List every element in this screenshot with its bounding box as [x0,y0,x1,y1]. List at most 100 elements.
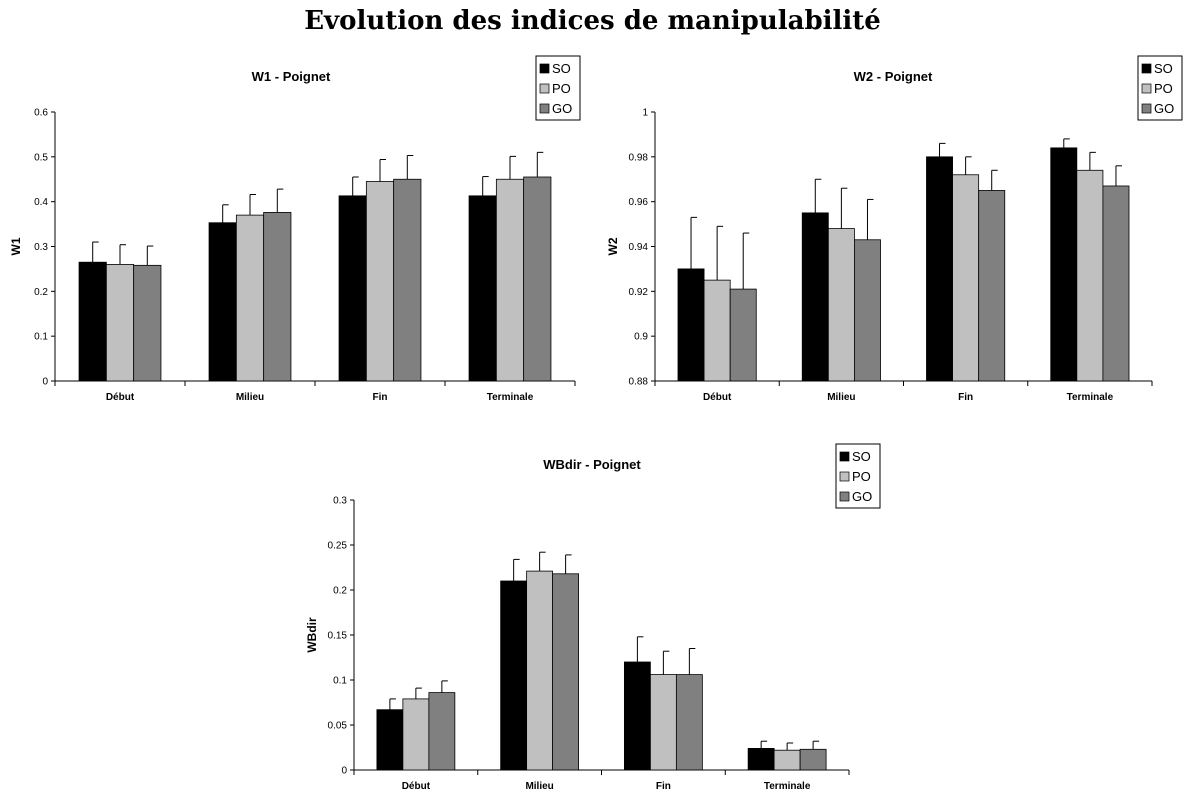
y-tick-label: 0.2 [333,586,347,597]
bar-SO-Terminale [1050,147,1078,382]
x-tick-label: Milieu [236,392,264,403]
legend: SO PO GO [535,55,581,121]
y-tick-label: 0.92 [629,287,649,298]
x-tick-label: Début [402,781,431,792]
legend-swatch-SO [1141,63,1152,74]
legend-swatch-SO [839,451,850,462]
bar-SO-Terminale [468,195,497,382]
legend-label-GO: GO [852,489,872,504]
legend-label-SO: SO [1154,61,1173,76]
bar-GO-Fin [675,674,703,771]
bar-GO-Début [729,288,757,382]
legend: SO PO GO [1137,55,1183,121]
legend-swatch-PO [539,83,550,94]
legend-label-GO: GO [1154,101,1174,116]
y-tick-label: 0.94 [629,242,649,253]
y-tick-label: 0.05 [328,721,348,732]
page-title: Evolution des indices de manipulabilité [304,6,881,36]
y-tick-label: 0.5 [34,152,48,163]
bar-PO-Terminale [773,749,801,771]
y-tick-label: 0 [42,377,48,388]
bar-GO-Terminale [1102,185,1130,382]
x-tick-label: Fin [958,392,973,403]
bar-PO-Milieu [526,570,554,771]
chart-1: W1 - Poignet W1 0 0.1 0.2 0.3 0.4 0.5 0.6 Début Mi… [9,55,581,403]
legend: SO PO GO [835,443,881,509]
bar-PO-Fin [952,174,980,382]
legend-label-SO: SO [852,449,871,464]
bar-SO-Milieu [208,222,237,382]
x-tick-label: Début [703,392,732,403]
legend-swatch-SO [539,63,550,74]
bar-PO-Fin [365,181,395,382]
legend-label-GO: GO [552,101,572,116]
bar-GO-Terminale [799,748,827,771]
bar-GO-Début [133,264,162,382]
y-axis-label: W2 [606,237,620,255]
bar-PO-Début [402,698,430,771]
bar-PO-Début [105,264,135,382]
bar-GO-Milieu [263,212,292,382]
y-tick-label: 0.15 [328,631,348,642]
bar-PO-Fin [649,674,677,771]
chart-title: WBdir - Poignet [543,457,641,472]
y-tick-label: 0.98 [629,152,649,163]
y-tick-label: 0.1 [34,332,48,343]
y-tick-label: 0.2 [34,287,48,298]
bar-SO-Début [78,261,107,382]
bar-SO-Milieu [801,212,829,382]
bar-GO-Fin [393,178,422,382]
bar-GO-Milieu [854,239,881,382]
bar-PO-Terminale [495,178,525,382]
bar-SO-Milieu [500,580,528,771]
x-tick-label: Fin [656,781,671,792]
y-tick-label: 1 [642,108,648,119]
bar-PO-Début [703,279,731,382]
y-tick-label: 0.88 [629,377,649,388]
y-tick-label: 0.4 [34,197,48,208]
y-tick-label: 0 [341,766,347,777]
y-axis-label: WBdir [305,617,319,653]
bar-SO-Terminale [747,748,775,771]
bar-SO-Début [376,709,404,771]
y-tick-label: 0.96 [629,197,649,208]
x-tick-label: Fin [373,392,388,403]
legend-swatch-PO [1141,83,1152,94]
y-tick-label: 0.3 [34,242,48,253]
bar-SO-Fin [623,661,651,771]
legend-label-PO: PO [852,469,871,484]
chart-title: W2 - Poignet [854,69,933,84]
bar-GO-Terminale [523,176,552,382]
y-tick-label: 0.9 [634,332,648,343]
bar-GO-Fin [978,190,1006,382]
bar-PO-Milieu [827,228,855,382]
chart-3: WBdir - Poignet WBdir 0 0.05 0.1 0.15 0.2 0.25 0… [305,443,881,792]
x-tick-label: Terminale [487,392,534,403]
y-tick-label: 0.25 [328,541,348,552]
bar-SO-Fin [338,195,367,382]
chart-title: W1 - Poignet [252,69,331,84]
bar-SO-Fin [926,156,953,382]
bar-GO-Début [428,692,456,771]
legend-swatch-GO [539,103,550,114]
legend-label-SO: SO [552,61,571,76]
legend-label-PO: PO [1154,81,1173,96]
y-axis-label: W1 [9,237,23,255]
legend-label-PO: PO [552,81,571,96]
x-tick-label: Milieu [525,781,553,792]
legend-swatch-PO [839,471,850,482]
x-tick-label: Milieu [827,392,855,403]
y-tick-label: 0.6 [34,108,48,119]
x-tick-label: Terminale [764,781,811,792]
y-tick-label: 0.3 [333,496,347,507]
x-tick-label: Terminale [1067,392,1114,403]
x-tick-label: Début [106,392,135,403]
legend-swatch-GO [839,491,850,502]
y-tick-label: 0.1 [333,676,347,687]
legend-swatch-GO [1141,103,1152,114]
chart-2: W2 - Poignet W2 0.88 0.9 0.92 0.94 0.96 0.98 1 Dé… [606,55,1183,403]
bar-SO-Début [677,268,705,382]
bar-PO-Terminale [1076,169,1104,382]
bar-GO-Milieu [552,573,580,771]
